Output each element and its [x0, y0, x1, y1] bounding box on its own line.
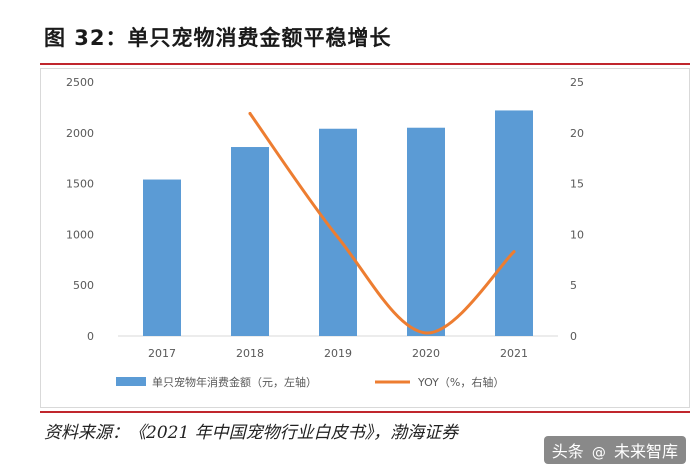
figure-title: 图 32：单只宠物消费金额平稳增长	[44, 26, 392, 50]
source-divider	[40, 411, 690, 413]
yoy-point-2021	[512, 250, 516, 254]
left-axis-tick-label: 500	[73, 279, 94, 292]
at-icon: @	[591, 445, 606, 461]
x-axis-tick-label: 2020	[412, 347, 440, 360]
right-axis-tick-label: 5	[570, 279, 577, 292]
left-axis-tick-label: 2000	[66, 127, 94, 140]
left-axis-tick-label: 2500	[66, 76, 94, 89]
right-axis-tick-label: 10	[570, 228, 584, 241]
left-axis-tick-label: 1500	[66, 178, 94, 191]
yoy-point-2020	[424, 331, 428, 335]
right-axis-tick-label: 25	[570, 76, 584, 89]
bar-2017	[143, 179, 181, 336]
yoy-line	[248, 111, 516, 335]
watermark-prefix: 头条	[551, 442, 584, 461]
bar-2020	[407, 127, 445, 336]
legend-bar-label: 单只宠物年消费金额（元，左轴）	[152, 375, 317, 389]
right-axis-tick-label: 0	[570, 330, 577, 343]
watermark-name: 未来智库	[613, 442, 678, 461]
bar-2019	[319, 128, 357, 336]
x-axis-tick-label: 2021	[500, 347, 528, 360]
x-axis-tick-label: 2018	[236, 347, 264, 360]
source-note: 资料来源：《2021 年中国宠物行业白皮书》，渤海证券	[44, 423, 459, 443]
bar-2018	[231, 147, 269, 336]
yoy-point-2019	[336, 235, 340, 239]
x-axis-tick-label: 2017	[148, 347, 176, 360]
title-divider	[40, 63, 690, 65]
legend-bar-swatch	[116, 377, 146, 386]
bar-2021	[495, 110, 533, 336]
legend-line-label: YOY（%，右轴）	[417, 375, 504, 389]
plot-area: 0 500 1000 1500 2000 2500 0 5 10 15 20 25 2017 2018 20…	[66, 76, 584, 389]
right-axis-tick-label: 20	[570, 127, 584, 140]
watermark: 头条 @ 未来智库	[543, 436, 686, 464]
yoy-point-2018	[248, 111, 252, 115]
left-axis-tick-label: 1000	[66, 228, 94, 241]
left-axis-tick-label: 0	[87, 330, 94, 343]
chart: 0 500 1000 1500 2000 2500 0 5 10 15 20 25 2017 2018 20…	[40, 68, 690, 408]
right-axis-tick-label: 15	[570, 178, 584, 191]
x-axis-tick-label: 2019	[324, 347, 352, 360]
chart-frame	[40, 68, 690, 408]
